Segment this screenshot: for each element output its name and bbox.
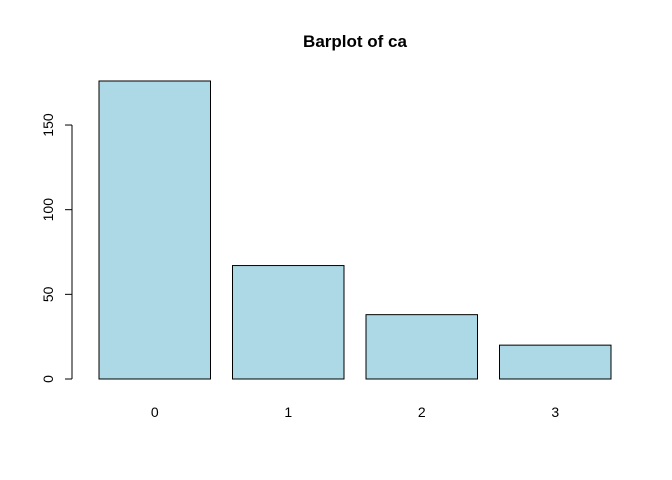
- bar-0: [98, 80, 211, 380]
- x-tick-label-2: 2: [418, 404, 426, 420]
- bar-2: [365, 314, 478, 380]
- y-axis: 0 50 100 150: [40, 113, 73, 383]
- bar-3: [499, 344, 612, 380]
- y-tick-label-0: 0: [40, 375, 56, 383]
- bar-1: [232, 265, 345, 380]
- bars-group: [98, 80, 612, 380]
- chart-title: Barplot of ca: [303, 32, 407, 51]
- x-tick-label-3: 3: [551, 404, 559, 420]
- y-tick-label-100: 100: [40, 198, 56, 222]
- y-tick-label-150: 150: [40, 113, 56, 137]
- x-tick-labels: 0 1 2 3: [151, 404, 560, 420]
- y-tick-label-50: 50: [40, 286, 56, 302]
- x-tick-label-0: 0: [151, 404, 159, 420]
- x-tick-label-1: 1: [284, 404, 292, 420]
